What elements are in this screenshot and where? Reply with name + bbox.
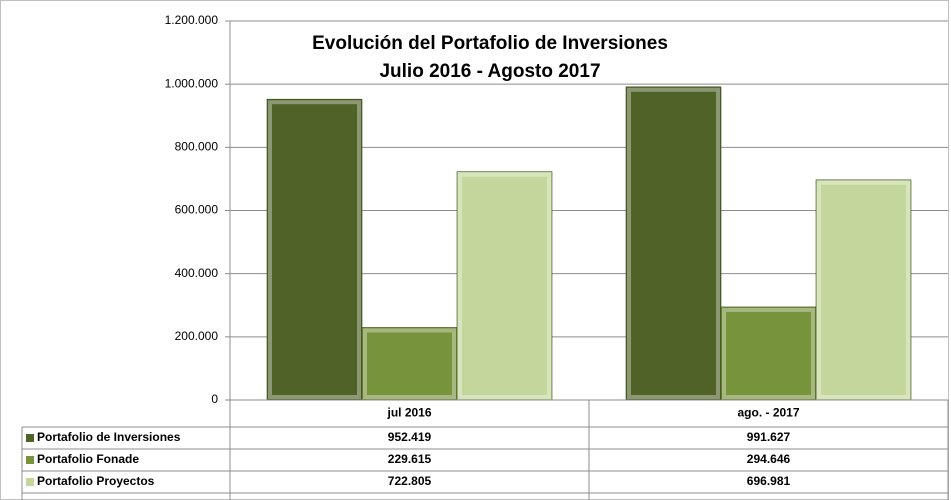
x-tick-label: ago. - 2017 [737,406,799,420]
bar-bevel [722,307,815,400]
table-value: 722.805 [388,474,432,488]
bar [361,327,458,401]
table-value: 696.981 [747,474,791,488]
bar [815,179,912,401]
y-tick-label: 400.000 [175,266,219,280]
bar-bevel [268,100,361,399]
y-tick-label: 200.000 [175,329,219,343]
x-tick-label: jul 2016 [386,406,431,420]
table-value: 294.646 [747,452,791,466]
legend-swatch [26,478,34,486]
table-value: 991.627 [747,430,791,444]
legend-label: Portafolio Fonade [37,452,139,466]
table-value: 952.419 [388,430,432,444]
bar-bevel [458,172,551,399]
bar-bevel [627,87,720,400]
legend-label: Portafolio de Inversiones [37,430,181,444]
bar [625,86,722,401]
y-tick-label: 0 [211,392,218,406]
y-tick-label: 1.000.000 [165,76,219,90]
table-value: 229.615 [388,452,432,466]
y-tick-label: 1.200.000 [165,13,219,27]
legend-swatch [26,434,34,442]
y-tick-label: 800.000 [175,140,219,154]
y-tick-label: 600.000 [175,203,219,217]
bar [266,98,363,401]
legend-swatch [26,456,34,464]
bar [456,171,553,401]
legend-label: Portafolio Proyectos [37,474,155,488]
chart-subtitle: Julio 2016 - Agosto 2017 [379,61,600,82]
bar-bevel [817,180,910,399]
chart-title: Evolución del Portafolio de Inversiones [312,33,668,54]
bar [720,306,817,401]
bar-bevel [363,328,456,399]
